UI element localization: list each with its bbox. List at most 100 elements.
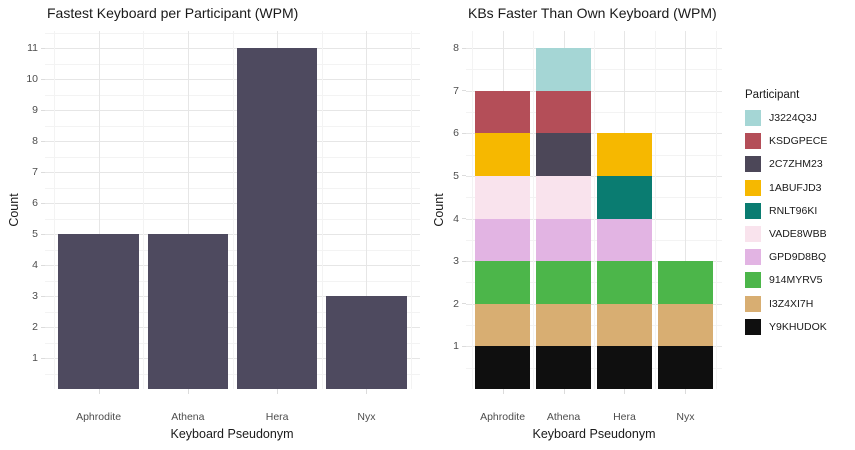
bar-segment-914myrv5-aphrodite	[475, 261, 530, 304]
y-tick-label: 6	[453, 127, 459, 140]
legend-swatch	[745, 295, 761, 312]
legend-label: GPD9D8BQ	[769, 251, 827, 264]
legend-label: 2C7ZHM23	[769, 158, 823, 171]
legend-item-914myrv5: 914MYRV5	[745, 272, 827, 289]
bar-segment-1abufjd3-aphrodite	[475, 133, 530, 176]
gridline-major-vertical	[98, 31, 100, 389]
y-tick-label: 5	[453, 169, 459, 182]
bar-segment-914myrv5-nyx	[658, 261, 713, 304]
legend-swatch	[745, 272, 761, 289]
x-axis-tick	[685, 389, 687, 394]
left-chart-panel	[45, 31, 420, 389]
x-tick-label-aphrodite: Aphrodite	[480, 411, 526, 423]
legend-label: 1ABUFJD3	[769, 181, 822, 194]
gridline-minor-vertical	[232, 31, 234, 389]
bar-segment-914myrv5-hera	[597, 261, 652, 304]
bar-segment-y9khudok-nyx	[658, 346, 713, 389]
legend-swatch	[745, 110, 761, 126]
legend-label: RNLT96KI	[769, 204, 818, 217]
bar-segment-gpd9d8bq-aphrodite	[475, 218, 530, 262]
x-tick-label-nyx: Nyx	[676, 411, 695, 423]
x-axis-tick	[98, 389, 100, 394]
legend-label: 914MYRV5	[769, 274, 823, 287]
legend-swatch	[745, 179, 761, 196]
y-tick-label: 3	[453, 255, 459, 268]
x-axis-tick	[366, 389, 368, 394]
bar-segment-i3z4xi7h-hera	[597, 303, 652, 347]
legend-label: KSDGPECE	[769, 135, 828, 148]
participant-legend: Participant J3224Q3J KSDGPECE 2C7ZHM23 1ABU…	[745, 89, 827, 342]
legend-items: J3224Q3J KSDGPECE 2C7ZHM23 1ABUFJD3 RNLT96KI…	[745, 110, 827, 335]
x-tick-label-athena: Athena	[171, 411, 205, 423]
gridline-minor-vertical	[472, 31, 474, 389]
bar-segment-i3z4xi7h-aphrodite	[475, 303, 530, 347]
legend-item-j3224q3j: J3224Q3J	[745, 110, 827, 126]
bar-nyx	[326, 296, 407, 389]
y-tick-label: 8	[453, 42, 459, 55]
right-chart-title: KBs Faster Than Own Keyboard (WPM)	[468, 5, 717, 21]
legend-item-1abufjd3: 1ABUFJD3	[745, 179, 827, 196]
x-tick-label-aphrodite: Aphrodite	[76, 411, 122, 423]
left-x-axis-title: Keyboard Pseudonym	[170, 427, 294, 441]
bar-segment-gpd9d8bq-athena	[536, 218, 591, 262]
bar-segment-j3224q3j-athena	[536, 48, 591, 91]
gridline-minor-vertical	[594, 31, 595, 389]
x-axis-tick	[563, 389, 565, 394]
bar-segment-y9khudok-athena	[536, 346, 591, 389]
x-tick-label-hera: Hera	[265, 411, 289, 423]
legend-title: Participant	[745, 89, 800, 101]
legend-label: Y9KHUDOK	[769, 320, 827, 333]
legend-label: I3Z4XI7H	[769, 297, 814, 310]
left-y-axis-title: Count	[7, 193, 21, 227]
legend-item-vade8wbb: VADE8WBB	[745, 225, 827, 242]
right-chart-panel	[466, 31, 722, 389]
legend-item-gpd9d8bq: GPD9D8BQ	[745, 249, 827, 266]
x-axis-tick	[502, 389, 504, 394]
legend-swatch	[745, 156, 761, 173]
y-tick-label: 11	[27, 42, 38, 55]
y-tick-label: 8	[32, 135, 38, 148]
legend-item-y9khudok: Y9KHUDOK	[745, 318, 827, 335]
x-axis-tick	[624, 389, 626, 394]
bar-segment-914myrv5-athena	[536, 261, 591, 304]
right-x-axis-title: Keyboard Pseudonym	[532, 427, 656, 441]
gridline-major-vertical	[366, 31, 368, 389]
gridline-major-vertical	[187, 31, 189, 389]
y-tick-label: 1	[32, 352, 38, 364]
bar-athena	[147, 234, 229, 389]
bar-segment-2c7zhm23-athena	[536, 133, 591, 176]
legend-label: J3224Q3J	[769, 112, 817, 124]
gridline-minor-vertical	[53, 31, 55, 389]
y-tick-label: 2	[453, 297, 459, 310]
right-y-axis-title: Count	[432, 193, 446, 227]
y-tick-label: 4	[453, 212, 459, 225]
bar-segment-gpd9d8bq-hera	[597, 218, 652, 262]
legend-swatch	[745, 318, 761, 335]
bar-segment-ksdgpece-athena	[536, 90, 591, 134]
y-tick-label: 4	[32, 259, 38, 272]
legend-swatch	[745, 225, 761, 242]
y-tick-label: 10	[26, 73, 38, 86]
bar-segment-i3z4xi7h-nyx	[658, 303, 713, 347]
bar-segment-1abufjd3-hera	[597, 133, 652, 176]
x-tick-label-hera: Hera	[613, 411, 636, 423]
bar-segment-vade8wbb-aphrodite	[475, 175, 530, 219]
legend-item-ksdgpece: KSDGPECE	[745, 133, 828, 150]
legend-swatch	[745, 133, 761, 150]
y-tick-label: 1	[453, 340, 459, 353]
legend-swatch	[745, 202, 761, 219]
y-tick-label: 7	[453, 84, 459, 97]
gridline-minor-vertical	[533, 31, 535, 389]
x-axis-tick	[277, 389, 279, 394]
legend-swatch	[745, 249, 761, 266]
x-axis-tick	[187, 389, 189, 394]
y-tick-label: 2	[32, 321, 38, 333]
bar-segment-vade8wbb-athena	[536, 175, 591, 219]
bar-aphrodite	[58, 234, 139, 389]
gridline-minor-vertical	[321, 31, 323, 389]
left-chart-title: Fastest Keyboard per Participant (WPM)	[47, 5, 299, 21]
gridline-minor-vertical	[715, 31, 717, 389]
gridline-minor-vertical	[143, 31, 145, 389]
x-tick-label-athena: Athena	[546, 411, 581, 423]
